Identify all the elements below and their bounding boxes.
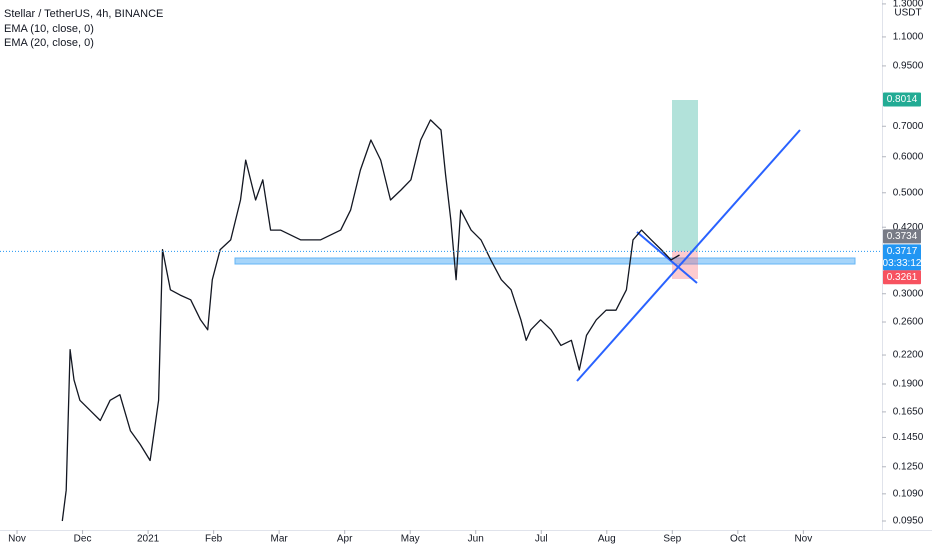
indicator-label: EMA (20, close, 0) xyxy=(4,37,94,49)
y-tick-label: 1.1000 xyxy=(893,32,924,43)
axis-unit: USDT xyxy=(894,8,921,19)
x-tick-label: May xyxy=(401,534,420,545)
x-tick-label: Jul xyxy=(535,534,548,545)
x-tick-label: 2021 xyxy=(137,534,160,545)
price-label-bg xyxy=(883,244,921,271)
y-tick-label: 0.7000 xyxy=(893,121,924,132)
y-tick-label: 0.4200 xyxy=(893,222,924,233)
x-tick-label: Aug xyxy=(598,534,616,545)
x-tick-label: Sep xyxy=(663,534,681,545)
y-tick-label: 0.3000 xyxy=(893,288,924,299)
y-tick-label: 0.1450 xyxy=(893,432,924,443)
x-tick-label: Nov xyxy=(8,534,26,545)
x-tick-label: Jun xyxy=(468,534,484,545)
indicator-label: EMA (10, close, 0) xyxy=(4,23,94,35)
x-tick-label: Oct xyxy=(730,534,746,545)
y-tick-label: 0.9500 xyxy=(893,61,924,72)
y-tick-label: 0.0950 xyxy=(893,516,924,527)
x-tick-label: Nov xyxy=(794,534,812,545)
y-tick-label: 0.6000 xyxy=(893,151,924,162)
y-tick-label: 0.1650 xyxy=(893,407,924,418)
support-zone xyxy=(234,257,856,265)
price-label-bg xyxy=(883,229,921,244)
price-label-bg xyxy=(883,270,921,285)
trend-line xyxy=(576,129,801,382)
x-tick-label: Dec xyxy=(74,534,92,545)
y-tick-label: 0.5000 xyxy=(893,187,924,198)
price-label: 0.3717 xyxy=(887,246,918,257)
chart-title: Stellar / TetherUS, 4h, BINANCE xyxy=(4,8,163,20)
price-line xyxy=(61,119,680,522)
y-tick-label: 0.2600 xyxy=(893,317,924,328)
price-label-bg xyxy=(883,92,921,107)
y-tick-label: 0.2200 xyxy=(893,350,924,361)
countdown: 03:33:12 xyxy=(883,258,922,269)
y-tick-label: 0.1900 xyxy=(893,379,924,390)
wedge-line xyxy=(636,231,698,284)
y-tick-label: 1.3000 xyxy=(893,0,924,10)
long-target-zone xyxy=(672,100,698,251)
price-label: 0.8014 xyxy=(887,94,918,105)
x-tick-label: Apr xyxy=(337,534,353,545)
x-tick-label: Feb xyxy=(205,534,223,545)
x-tick-label: Mar xyxy=(271,534,289,545)
y-tick-label: 0.1090 xyxy=(893,488,924,499)
y-tick-label: 0.1250 xyxy=(893,461,924,472)
price-label: 0.3734 xyxy=(887,231,918,242)
price-label: 0.3261 xyxy=(887,272,918,283)
